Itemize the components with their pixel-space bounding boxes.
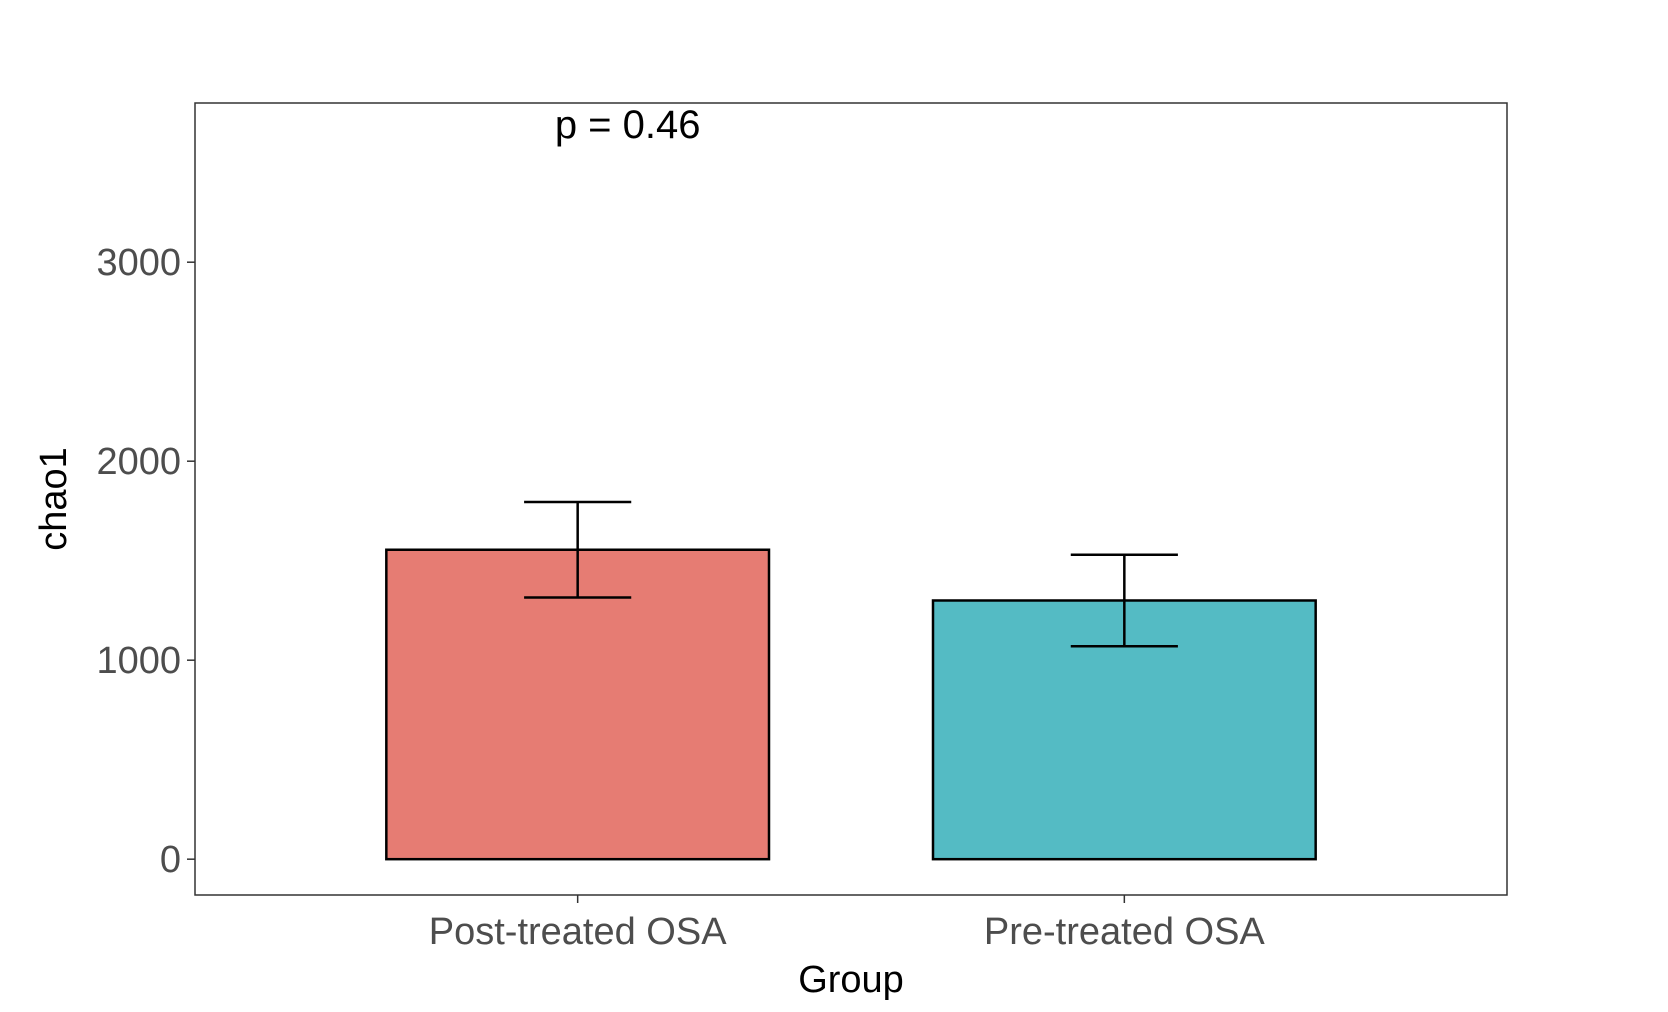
plot-panel-border [194, 102, 1508, 896]
error-bar [524, 500, 632, 599]
error-bars-layer [524, 500, 1178, 648]
x-axis-title: Group [798, 959, 904, 1001]
y-axis: 0 1000 2000 3000 [96, 242, 195, 881]
y-tick-label: 0 [160, 839, 181, 881]
y-axis-title: chao1 [33, 447, 75, 551]
error-bar [1070, 553, 1178, 648]
y-tick-label: 2000 [96, 441, 181, 483]
y-tick-label: 1000 [96, 640, 181, 682]
x-tick-label: Pre-treated OSA [984, 911, 1266, 953]
bars-layer [385, 548, 1317, 861]
p-value-annotation: p = 0.46 [555, 103, 701, 147]
x-tick-label: Post-treated OSA [429, 911, 727, 953]
y-tick-label: 3000 [96, 242, 181, 284]
x-axis: Post-treated OSA Pre-treated OSA [429, 895, 1266, 953]
